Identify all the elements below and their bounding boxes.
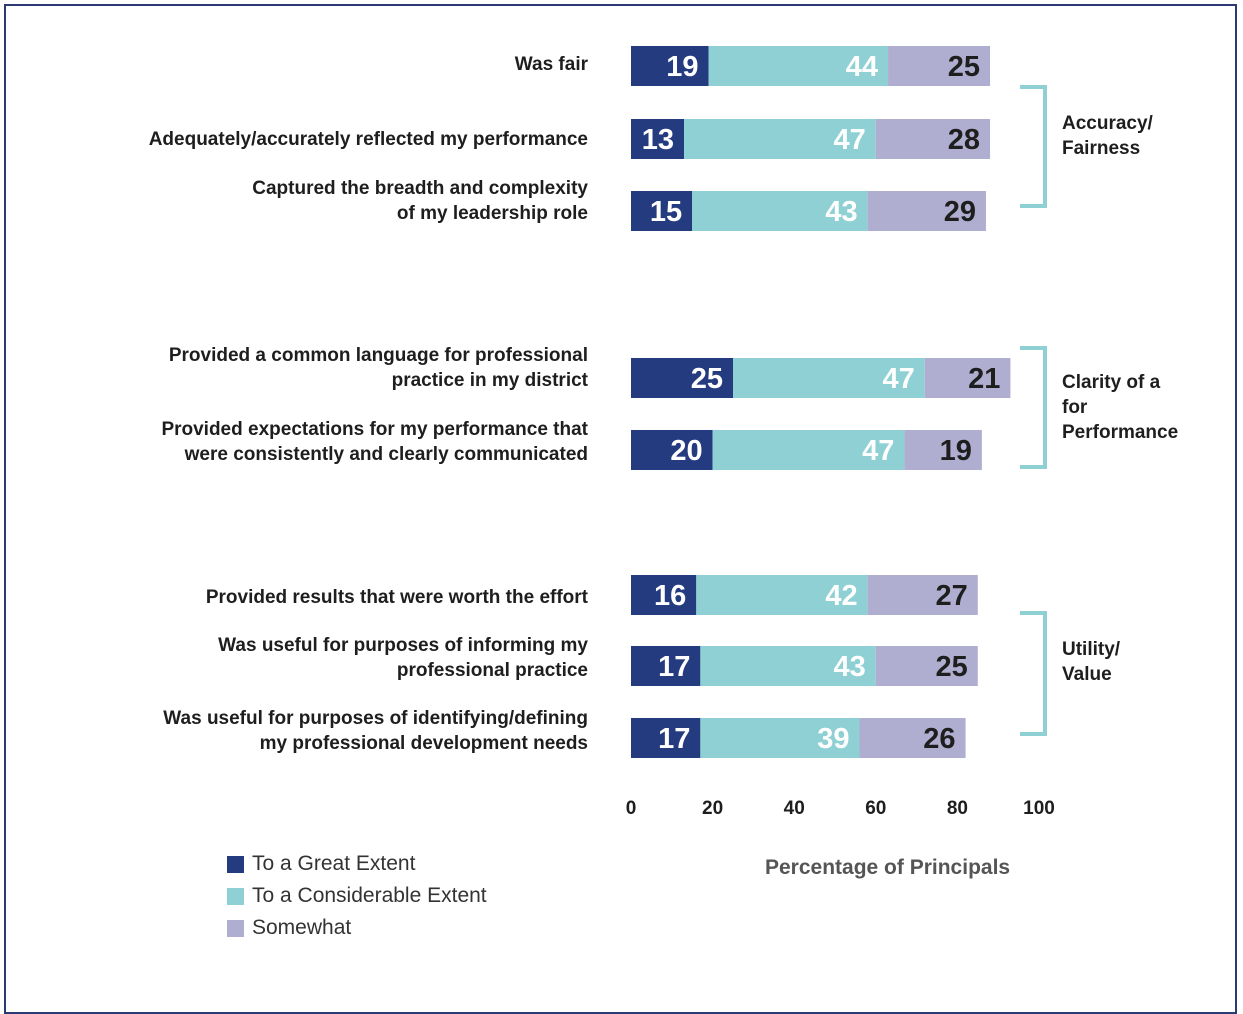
bar-to-a-considerable-extent-2 <box>692 191 868 231</box>
data-label-to-a-great-extent-0: 19 <box>666 51 698 83</box>
legend-item-considerable-extent: To a Considerable Extent <box>227 883 487 909</box>
x-tick-label-0: 0 <box>626 798 637 819</box>
group-label-clarity: Clarity of a for Performance <box>1062 372 1179 443</box>
bar-somewhat-7 <box>859 718 966 758</box>
legend-label-considerable-extent: To a Considerable Extent <box>252 884 487 907</box>
bar-to-a-great-extent-3 <box>631 358 733 398</box>
category-label-was-fair: Was fair <box>514 54 588 75</box>
bar-somewhat-0 <box>888 46 991 86</box>
bar-to-a-considerable-extent-4 <box>712 430 905 470</box>
group-bracket-1 <box>1020 346 1047 469</box>
legend-swatch-great-extent <box>227 855 244 873</box>
category-label-common-language: Provided a common language for professio… <box>168 345 588 391</box>
legend-item-somewhat: Somewhat <box>227 915 351 941</box>
bar-somewhat-1 <box>875 119 991 159</box>
bar-to-a-great-extent-1 <box>631 119 685 159</box>
group-label-utility-value: Utility/ Value <box>1062 639 1121 685</box>
data-label-to-a-considerable-extent-7: 39 <box>817 723 849 755</box>
data-label-to-a-considerable-extent-6: 43 <box>834 651 866 683</box>
x-tick-label-60: 60 <box>865 798 886 819</box>
bar-to-a-great-extent-6 <box>631 646 701 686</box>
data-label-somewhat-2: 29 <box>944 196 976 228</box>
data-label-to-a-considerable-extent-4: 47 <box>862 435 894 467</box>
bar-to-a-considerable-extent-0 <box>708 46 889 86</box>
group-bracket-0 <box>1020 85 1047 208</box>
data-label-somewhat-3: 21 <box>968 363 1000 395</box>
data-label-somewhat-1: 28 <box>948 124 980 156</box>
x-tick-label-80: 80 <box>947 798 968 819</box>
data-label-somewhat-5: 27 <box>936 580 968 612</box>
bar-somewhat-3 <box>924 358 1011 398</box>
legend-swatch-considerable-extent <box>227 887 244 905</box>
bar-to-a-great-extent-7 <box>631 718 701 758</box>
bar-to-a-great-extent-0 <box>631 46 709 86</box>
x-tick-label-40: 40 <box>784 798 805 819</box>
data-label-to-a-great-extent-6: 17 <box>658 651 690 683</box>
data-label-somewhat-6: 25 <box>936 651 968 683</box>
bar-somewhat-6 <box>875 646 978 686</box>
data-label-to-a-great-extent-1: 13 <box>642 124 674 156</box>
data-label-to-a-considerable-extent-5: 42 <box>825 580 857 612</box>
data-label-to-a-great-extent-3: 25 <box>691 363 723 395</box>
bar-to-a-considerable-extent-5 <box>696 575 868 615</box>
bar-somewhat-2 <box>867 191 986 231</box>
category-label-development-needs: Was useful for purposes of identifying/d… <box>163 708 588 754</box>
bar-to-a-considerable-extent-6 <box>700 646 876 686</box>
data-label-to-a-great-extent-4: 20 <box>670 435 702 467</box>
category-label-worth-effort: Provided results that were worth the eff… <box>205 587 588 608</box>
bar-somewhat-5 <box>867 575 978 615</box>
category-label-informing-practice: Was useful for purposes of informing my … <box>218 635 588 681</box>
data-label-to-a-considerable-extent-3: 47 <box>882 363 914 395</box>
data-label-to-a-considerable-extent-0: 44 <box>846 51 878 83</box>
data-label-somewhat-4: 19 <box>940 435 972 467</box>
legend-item-great-extent: To a Great Extent <box>227 851 415 877</box>
bar-to-a-considerable-extent-1 <box>684 119 876 159</box>
legend-label-great-extent: To a Great Extent <box>252 852 416 875</box>
group-bracket-2 <box>1020 611 1047 736</box>
category-label-breadth-complexity: Captured the breadth and complexity of m… <box>252 178 588 224</box>
data-label-somewhat-0: 25 <box>948 51 980 83</box>
category-label-reflected-performance: Adequately/accurately reflected my perfo… <box>148 129 588 150</box>
data-label-to-a-great-extent-7: 17 <box>658 723 690 755</box>
data-label-to-a-great-extent-5: 16 <box>654 580 686 612</box>
x-tick-label-20: 20 <box>702 798 723 819</box>
data-label-to-a-considerable-extent-1: 47 <box>834 124 866 156</box>
bar-somewhat-4 <box>904 430 982 470</box>
data-label-to-a-great-extent-2: 15 <box>650 196 682 228</box>
group-label-accuracy-fairness: Accuracy/ Fairness <box>1062 113 1153 159</box>
bar-to-a-great-extent-5 <box>631 575 697 615</box>
bar-to-a-considerable-extent-7 <box>700 718 860 758</box>
data-label-to-a-considerable-extent-2: 43 <box>825 196 857 228</box>
data-label-somewhat-7: 26 <box>923 723 955 755</box>
legend-label-somewhat: Somewhat <box>252 916 352 939</box>
legend-swatch-somewhat <box>227 919 244 937</box>
x-tick-label-100: 100 <box>1023 798 1055 819</box>
bar-to-a-great-extent-2 <box>631 191 693 231</box>
x-axis-title: Percentage of Principals <box>765 856 1011 879</box>
bar-to-a-great-extent-4 <box>631 430 713 470</box>
bar-to-a-considerable-extent-3 <box>733 358 925 398</box>
category-label-expectations: Provided expectations for my performance… <box>161 419 588 465</box>
